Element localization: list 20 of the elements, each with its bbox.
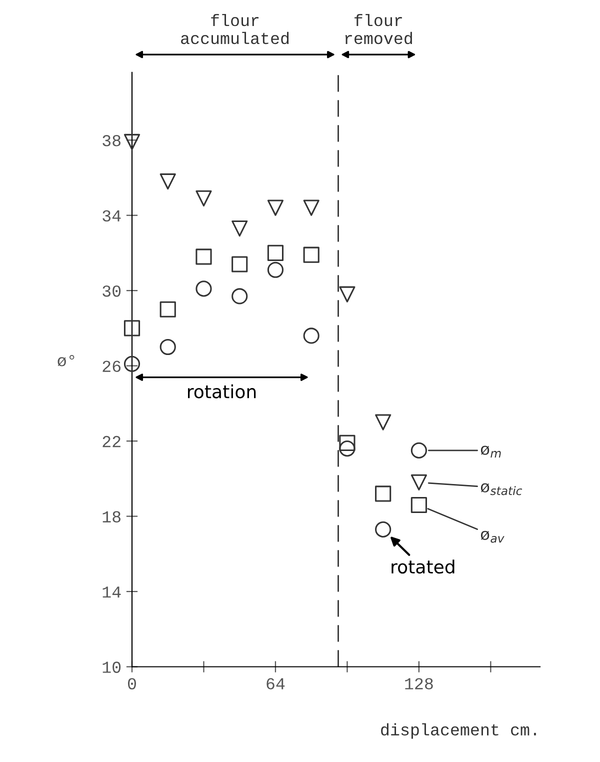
legend-label: ø$_{m}$ bbox=[480, 446, 501, 458]
y-tick-label: 38 bbox=[102, 134, 120, 146]
y-axis-title: ø° bbox=[58, 354, 74, 366]
y-tick-label: 14 bbox=[102, 586, 121, 598]
annotation: rotation bbox=[188, 384, 256, 398]
y-tick-label: 30 bbox=[102, 285, 121, 297]
text: flour accumulated bbox=[181, 14, 289, 44]
y-tick-label: 34 bbox=[102, 210, 121, 222]
y-tick-label: 26 bbox=[102, 360, 120, 372]
text: ø$_{av}$ bbox=[480, 530, 504, 543]
y-tick-label: 18 bbox=[102, 511, 120, 522]
x-tick-label: 128 bbox=[405, 678, 433, 690]
x-tick-label: 0 bbox=[128, 678, 136, 690]
text: flour removed bbox=[345, 14, 412, 44]
x-tick-label: 64 bbox=[266, 678, 285, 690]
annotation: rotated bbox=[392, 560, 454, 574]
x-axis-title: displacement cm. bbox=[381, 723, 536, 739]
y-tick-label: 10 bbox=[102, 662, 121, 673]
y-tick-label: 22 bbox=[102, 436, 120, 448]
legend-label: ø$_{static}$ bbox=[480, 483, 522, 496]
